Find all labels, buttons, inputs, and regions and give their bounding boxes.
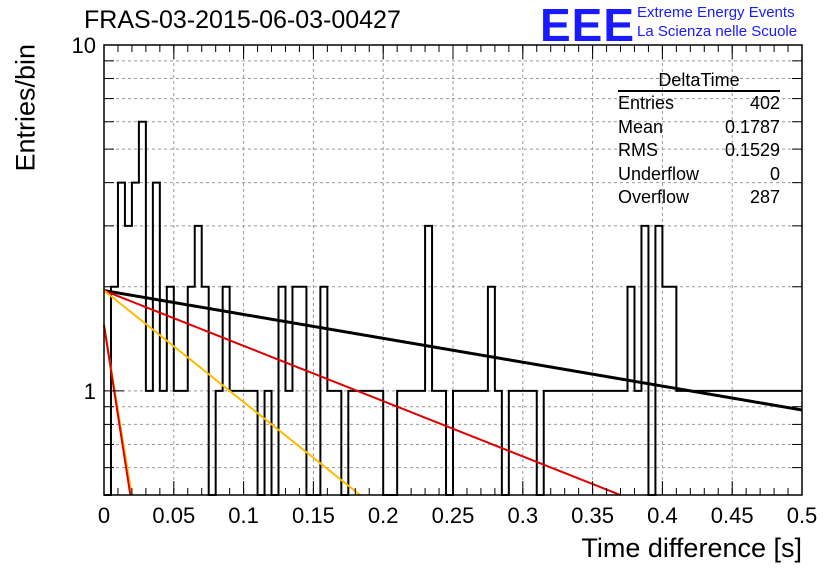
stats-value: 0.1787 [724,116,780,137]
stats-row: Overflow 287 [610,186,780,210]
fit-curve [103,289,362,496]
x-tick-label: 0.4 [647,503,678,528]
y-axis-label: Entries/bin [10,43,41,172]
x-tick-label: 0.35 [571,503,614,528]
stats-title: DeltaTime [618,70,780,92]
x-tick-label: 0.45 [711,503,754,528]
stats-label: Entries [618,93,675,113]
x-tick-label: 0.1 [228,503,259,528]
stats-row: Entries 402 [610,92,780,116]
eee-logo: EEE [540,0,636,51]
tick-labels: 0 0.05 0.1 0.15 0.2 0.25 0.3 0.35 0.4 0.45 0.5 1 10 [72,33,818,528]
x-tick-label: 0.25 [432,503,475,528]
x-tick-label: 0.2 [368,503,399,528]
fit-curve [103,324,133,496]
logo-line2: La Scienza nelle Scuole [637,23,798,40]
stats-value: 0 [769,163,780,184]
stats-box: DeltaTime Entries 402 Mean 0.1787 RMS 0.152… [610,70,780,210]
stats-value: 287 [749,187,780,207]
stats-label: Overflow [618,187,690,207]
stats-label: Underflow [618,163,700,184]
x-tick-label: 0.15 [292,503,335,528]
y-tick-label: 1 [84,379,96,404]
fit-curve [103,289,803,412]
stats-label: RMS [618,140,658,160]
y-tick-label: 10 [72,33,96,58]
stats-label: Mean [618,116,664,137]
stats-value: 402 [749,93,780,113]
axis-ticks [103,44,803,496]
x-tick-label: 0 [98,503,110,528]
stats-row: RMS 0.1529 [610,139,780,163]
logo-line1: Extreme Energy Events [637,4,795,21]
x-tick-label: 0.5 [787,503,818,528]
x-tick-label: 0.3 [508,503,539,528]
x-tick-label: 0.05 [152,503,195,528]
stats-row: Mean 0.1787 [610,116,780,140]
stats-value: 0.1529 [724,140,780,160]
x-axis-label: Time difference [s] [581,533,802,563]
chart-title: FRAS-03-2015-06-03-00427 [84,6,401,34]
fit-curves [103,289,803,496]
stats-row: Underflow 0 [610,163,780,187]
fit-curve [103,289,621,496]
